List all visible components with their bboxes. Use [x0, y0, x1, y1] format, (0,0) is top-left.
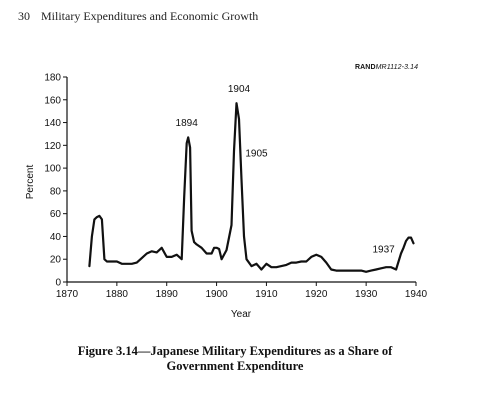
y-tick-label: 100	[44, 164, 61, 175]
page-number: 30	[18, 9, 30, 23]
y-tick-label: 20	[50, 255, 62, 266]
y-tick-label: 140	[44, 118, 61, 129]
x-tick-label: 1900	[205, 289, 228, 300]
annotation-label: 1937	[372, 244, 395, 255]
x-tick-label: 1890	[156, 289, 179, 300]
y-tick-label: 80	[50, 186, 62, 197]
source-tag-id: MR1112-3.14	[375, 64, 419, 71]
x-tick-label: 1940	[405, 289, 428, 300]
x-axis-label: Year	[231, 309, 252, 320]
y-tick-label: 40	[50, 232, 62, 243]
annotation-label: 1904	[228, 84, 251, 95]
x-tick-label: 1930	[355, 289, 378, 300]
x-tick-label: 1870	[56, 289, 79, 300]
running-title: Military Expenditures and Economic Growt…	[41, 9, 259, 23]
series-line	[88, 102, 415, 273]
chart-series	[88, 102, 415, 273]
y-tick-label: 60	[50, 209, 62, 220]
figure-caption: Figure 3.14—Japanese Military Expenditur…	[20, 344, 450, 374]
x-tick-label: 1920	[305, 289, 328, 300]
x-axis-ticks: 1870 1880 1890 1900 1910 1920 1930 1940	[56, 282, 428, 300]
annotation-label: 1905	[245, 149, 268, 160]
page-header: 30 Military Expenditures and Economic Gr…	[18, 9, 258, 24]
caption-line-2: Government Expenditure	[166, 359, 304, 373]
y-tick-label: 180	[44, 73, 61, 84]
y-tick-label: 0	[55, 278, 61, 289]
chart-axes	[66, 77, 416, 283]
y-axis-ticks: 0 20 40 60 80 100 120 140 160 180	[44, 73, 67, 289]
chart-annotations: 1894 1904 1905 1937	[176, 84, 396, 256]
x-tick-label: 1910	[255, 289, 278, 300]
source-tag: RANDMR1112-3.14	[355, 64, 418, 71]
y-tick-label: 160	[44, 95, 61, 106]
source-tag-org: RAND	[355, 64, 376, 71]
y-axis-label: Percent	[25, 165, 36, 200]
y-tick-label: 120	[44, 141, 61, 152]
caption-line-1: Figure 3.14—Japanese Military Expenditur…	[77, 344, 393, 358]
x-tick-label: 1880	[106, 289, 129, 300]
annotation-label: 1894	[176, 118, 199, 129]
